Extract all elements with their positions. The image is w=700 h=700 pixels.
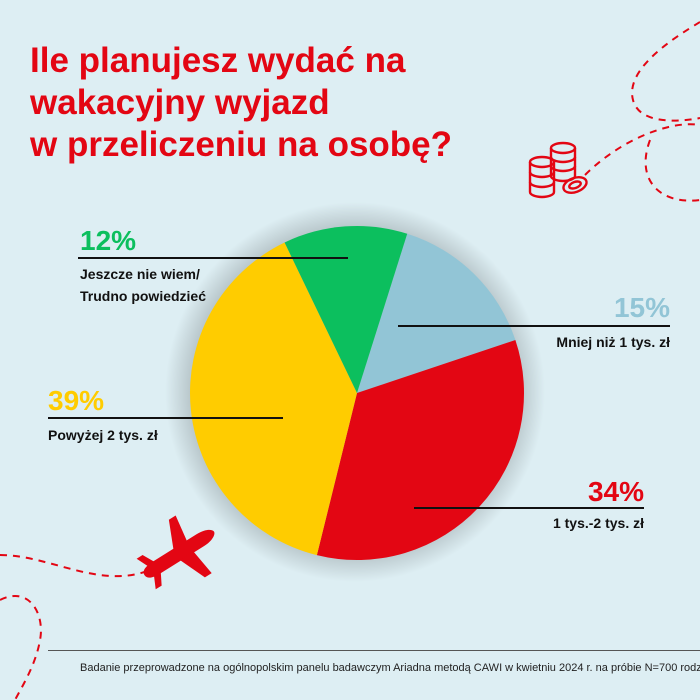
pie-slice-12 [284,226,408,393]
title-line-3: w przeliczeniu na osobę? [30,125,453,164]
title-line-1: Ile planujesz wydać na [30,41,406,80]
leader-line-34 [414,507,644,509]
slice-category-label-39: Powyżej 2 tys. zł [48,427,158,443]
leader-line-39 [48,417,283,419]
slice-value-label-34: 34% [587,476,644,507]
coins-icon [528,141,588,199]
slice-category-line-1: Jeszcze nie wiem/ [80,266,200,282]
pie-slices [189,226,525,561]
dashed-route-decoration [0,21,700,700]
slice-value-label-12: 12% [80,225,137,256]
leader-line-12 [78,257,348,259]
chart-title: Ile planujesz wydać na wakacyjny wyjazd … [30,40,510,166]
slice-category-label-12: Jeszcze nie wiem/ Trudno powiedzieć [80,263,206,307]
leader-line-15 [398,325,670,327]
footer-divider [48,650,700,651]
pie-slice-15 [357,233,516,393]
slice-category-line-2: Trudno powiedzieć [80,288,207,304]
slice-value-label-39: 39% [48,385,105,416]
pie-slice-39 [189,242,357,556]
title-line-2: wakacyjny wyjazd [30,83,330,122]
slice-category-label-15: Mniej niż 1 tys. zł [556,334,670,350]
pie-slice-34 [316,340,525,561]
slice-category-label-34: 1 tys.-2 tys. zł [552,515,644,531]
footer-note: Badanie przeprowadzone na ogólnopolskim … [80,662,700,674]
slice-value-label-15: 15% [613,292,670,323]
airplane-icon [136,515,215,590]
